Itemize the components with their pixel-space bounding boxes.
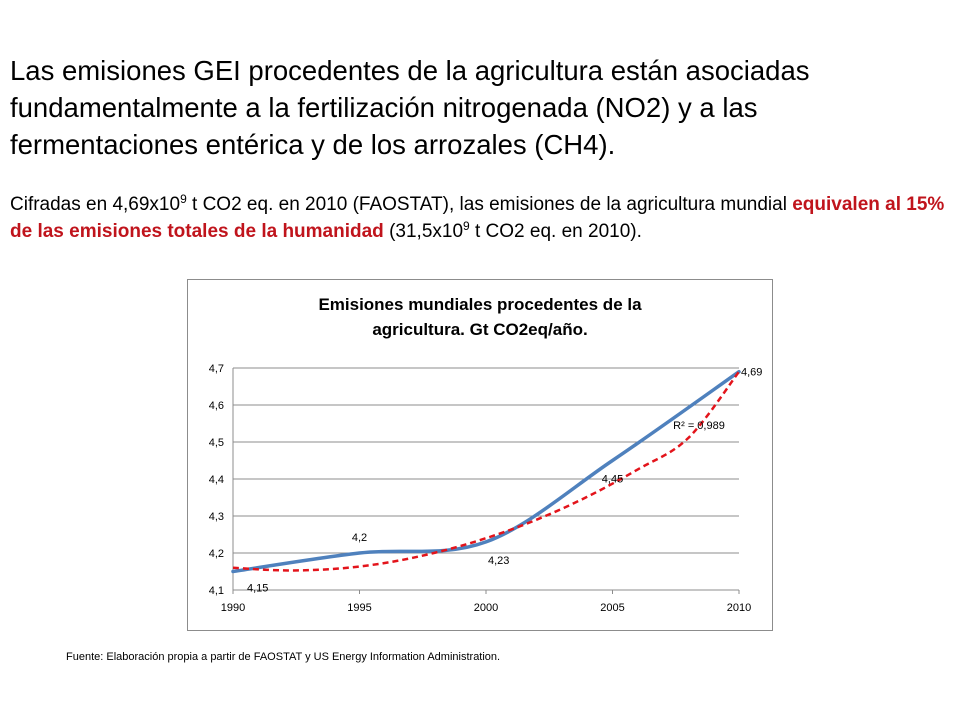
- chart-title-line-2: agricultura. Gt CO2eq/año.: [372, 320, 588, 339]
- chart-title: Emisiones mundiales procedentes de la ag…: [188, 292, 772, 342]
- x-tick-label-2: 2000: [474, 602, 498, 614]
- slide-heading: Las emisiones GEI procedentes de la agri…: [10, 55, 810, 160]
- exponent-1: 9: [180, 192, 187, 206]
- exponent-2: 9: [463, 218, 470, 233]
- x-tick-label-4: 2010: [727, 602, 751, 614]
- data-label-2: 4,23: [488, 555, 509, 567]
- data-label-1: 4,2: [352, 532, 367, 544]
- paragraph-part-4: t CO2 eq. en 2010).: [469, 220, 642, 242]
- data-label-3: 4,45: [602, 474, 623, 486]
- y-tick-label-1: 4,2: [209, 548, 224, 560]
- x-tick-label-3: 2005: [600, 602, 624, 614]
- chart-title-line-1: Emisiones mundiales procedentes de la: [318, 295, 642, 314]
- highlighted-statement: equivalen al 15% de las emisiones totale…: [10, 194, 945, 242]
- chart-container: 4,1 4,2 4,3 4,4 4,5 4,6 4,7 1990 1995 2000 2005 201…: [187, 279, 773, 631]
- y-tick-label-3: 4,4: [209, 474, 224, 486]
- r-squared-label: R² = 0,989: [673, 420, 725, 432]
- y-tick-label-6: 4,7: [209, 363, 224, 375]
- x-tick-label-1: 1995: [347, 602, 371, 614]
- summary-paragraph: Cifradas en 4,69x109 t CO2 eq. en 2010 (…: [10, 192, 955, 245]
- paragraph-part-1: Cifradas en 4,69x10: [10, 194, 181, 215]
- series-line-emisiones: [231, 369, 741, 574]
- chart-plot: 4,1 4,2 4,3 4,4 4,5 4,6 4,7 1990 1995 2000 2005 201…: [209, 363, 763, 614]
- y-tick-label-0: 4,1: [209, 585, 224, 597]
- y-tick-label-2: 4,3: [209, 511, 224, 523]
- x-tick-label-0: 1990: [221, 602, 245, 614]
- y-tick-label-5: 4,6: [209, 400, 224, 412]
- trendline-polynomial: [232, 370, 740, 572]
- data-label-0: 4,15: [247, 583, 268, 595]
- data-label-4: 4,69: [741, 367, 762, 379]
- paragraph-part-2: t CO2 eq. en 2010 (FAOSTAT), las emision…: [186, 194, 793, 215]
- source-note: Fuente: Elaboración propia a partir de F…: [66, 651, 501, 663]
- paragraph-part-3: (31,5x10: [383, 220, 464, 242]
- y-tick-label-4: 4,5: [209, 437, 224, 449]
